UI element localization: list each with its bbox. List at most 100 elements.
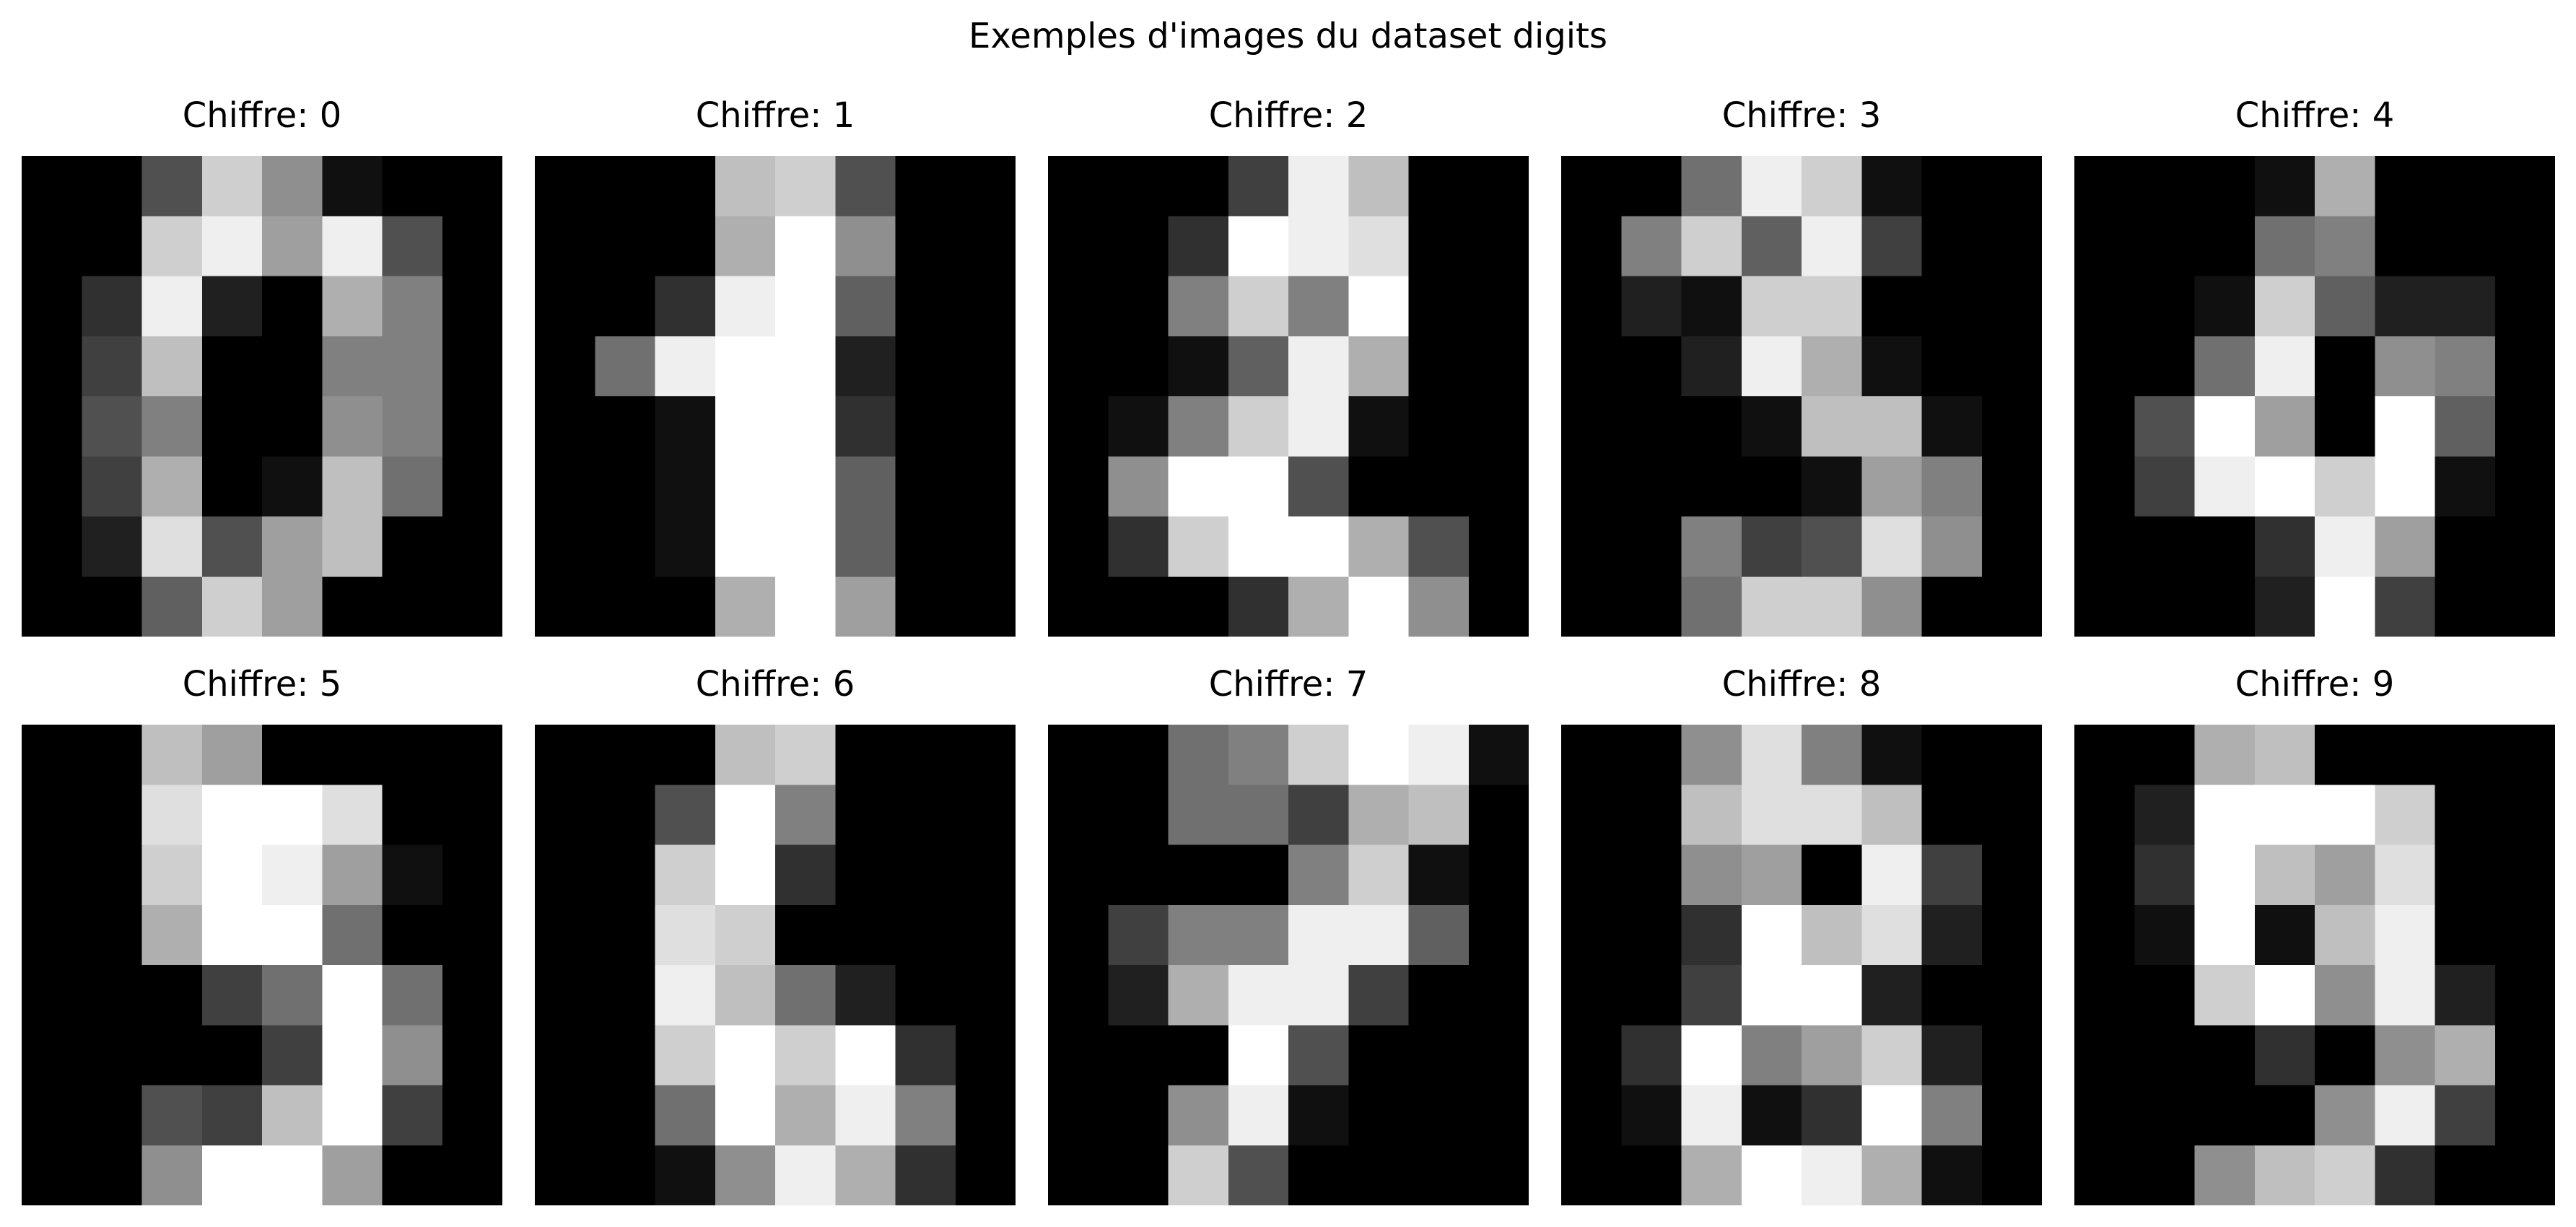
pixel-cell <box>22 156 82 217</box>
pixel-cell <box>895 785 956 845</box>
pixel-cell <box>835 576 896 637</box>
pixel-cell <box>141 336 202 396</box>
pixel-cell <box>2254 396 2315 457</box>
pixel-cell <box>1561 516 1622 577</box>
pixel-cell <box>1228 844 1288 905</box>
pixel-cell <box>595 1085 655 1145</box>
digit-image <box>535 725 1016 1205</box>
pixel-cell <box>535 516 595 577</box>
pixel-cell <box>655 156 715 217</box>
pixel-cell <box>82 276 142 336</box>
pixel-cell <box>715 516 775 577</box>
pixel-cell <box>1468 456 1529 517</box>
pixel-cell <box>442 1085 502 1145</box>
pixel-cell <box>2375 725 2435 785</box>
pixel-cell <box>1802 396 1862 457</box>
pixel-cell <box>82 1085 142 1145</box>
pixel-cell <box>2494 904 2555 965</box>
pixel-cell <box>1741 516 1802 577</box>
pixel-cell <box>1681 456 1742 517</box>
pixel-cell <box>201 725 262 785</box>
pixel-cell <box>835 965 896 1026</box>
pixel-cell <box>22 844 82 905</box>
pixel-cell <box>2435 276 2495 336</box>
pixel-cell <box>1048 456 1109 517</box>
pixel-cell <box>1228 725 1288 785</box>
pixel-cell <box>1861 1085 1922 1145</box>
pixel-cell <box>535 904 595 965</box>
pixel-cell <box>1981 276 2042 336</box>
pixel-cell <box>955 965 1016 1026</box>
pixel-cell <box>1981 1085 2042 1145</box>
pixel-cell <box>1048 396 1109 457</box>
pixel-cell <box>2435 904 2495 965</box>
pixel-cell <box>1408 785 1469 845</box>
pixel-cell <box>2435 1025 2495 1086</box>
pixel-cell <box>1561 725 1622 785</box>
pixel-cell <box>1861 516 1922 577</box>
pixel-cell <box>442 725 502 785</box>
pixel-cell <box>1228 785 1288 845</box>
pixel-cell <box>382 216 442 276</box>
pixel-cell <box>2375 456 2435 517</box>
pixel-cell <box>1681 785 1742 845</box>
pixel-cell <box>955 904 1016 965</box>
pixel-cell <box>1802 1025 1862 1086</box>
digit-pixel-grid <box>22 725 502 1205</box>
pixel-cell <box>1288 576 1349 637</box>
pixel-cell <box>2254 965 2315 1026</box>
pixel-cell <box>2194 785 2255 845</box>
pixel-cell <box>2254 725 2315 785</box>
pixel-cell <box>535 785 595 845</box>
pixel-cell <box>1108 1145 1169 1205</box>
pixel-cell <box>2375 785 2435 845</box>
pixel-cell <box>835 1025 896 1086</box>
pixel-cell <box>1621 216 1682 276</box>
pixel-cell <box>1348 576 1409 637</box>
pixel-cell <box>535 456 595 517</box>
pixel-cell <box>1288 1145 1349 1205</box>
pixel-cell <box>1468 1145 1529 1205</box>
pixel-cell <box>442 965 502 1026</box>
pixel-cell <box>715 276 775 336</box>
pixel-cell <box>2134 396 2195 457</box>
pixel-cell <box>1741 396 1802 457</box>
pixel-cell <box>595 844 655 905</box>
pixel-cell <box>1741 844 1802 905</box>
pixel-cell <box>82 516 142 577</box>
pixel-cell <box>82 396 142 457</box>
pixel-cell <box>2375 1025 2435 1086</box>
pixel-cell <box>322 1085 383 1145</box>
pixel-cell <box>322 516 383 577</box>
pixel-cell <box>895 1145 956 1205</box>
pixel-cell <box>1228 904 1288 965</box>
pixel-cell <box>2494 725 2555 785</box>
pixel-cell <box>2194 844 2255 905</box>
pixel-cell <box>22 725 82 785</box>
pixel-cell <box>2074 516 2135 577</box>
pixel-cell <box>2074 965 2135 1026</box>
pixel-cell <box>715 396 775 457</box>
pixel-cell <box>1741 276 1802 336</box>
pixel-cell <box>262 1025 323 1086</box>
pixel-cell <box>2494 456 2555 517</box>
pixel-cell <box>262 276 323 336</box>
pixel-cell <box>2074 1025 2135 1086</box>
digit-pixel-grid <box>1561 156 2042 637</box>
pixel-cell <box>535 1145 595 1205</box>
pixel-cell <box>2134 904 2195 965</box>
pixel-cell <box>1468 1025 1529 1086</box>
pixel-cell <box>1921 576 1982 637</box>
pixel-cell <box>1921 1085 1982 1145</box>
pixel-cell <box>2375 904 2435 965</box>
pixel-cell <box>1621 276 1682 336</box>
pixel-cell <box>2254 785 2315 845</box>
pixel-cell <box>1681 844 1742 905</box>
pixel-cell <box>141 576 202 637</box>
pixel-cell <box>141 1085 202 1145</box>
pixel-cell <box>2254 1025 2315 1086</box>
pixel-cell <box>775 156 836 217</box>
pixel-cell <box>2194 965 2255 1026</box>
pixel-cell <box>535 576 595 637</box>
pixel-cell <box>1408 396 1469 457</box>
